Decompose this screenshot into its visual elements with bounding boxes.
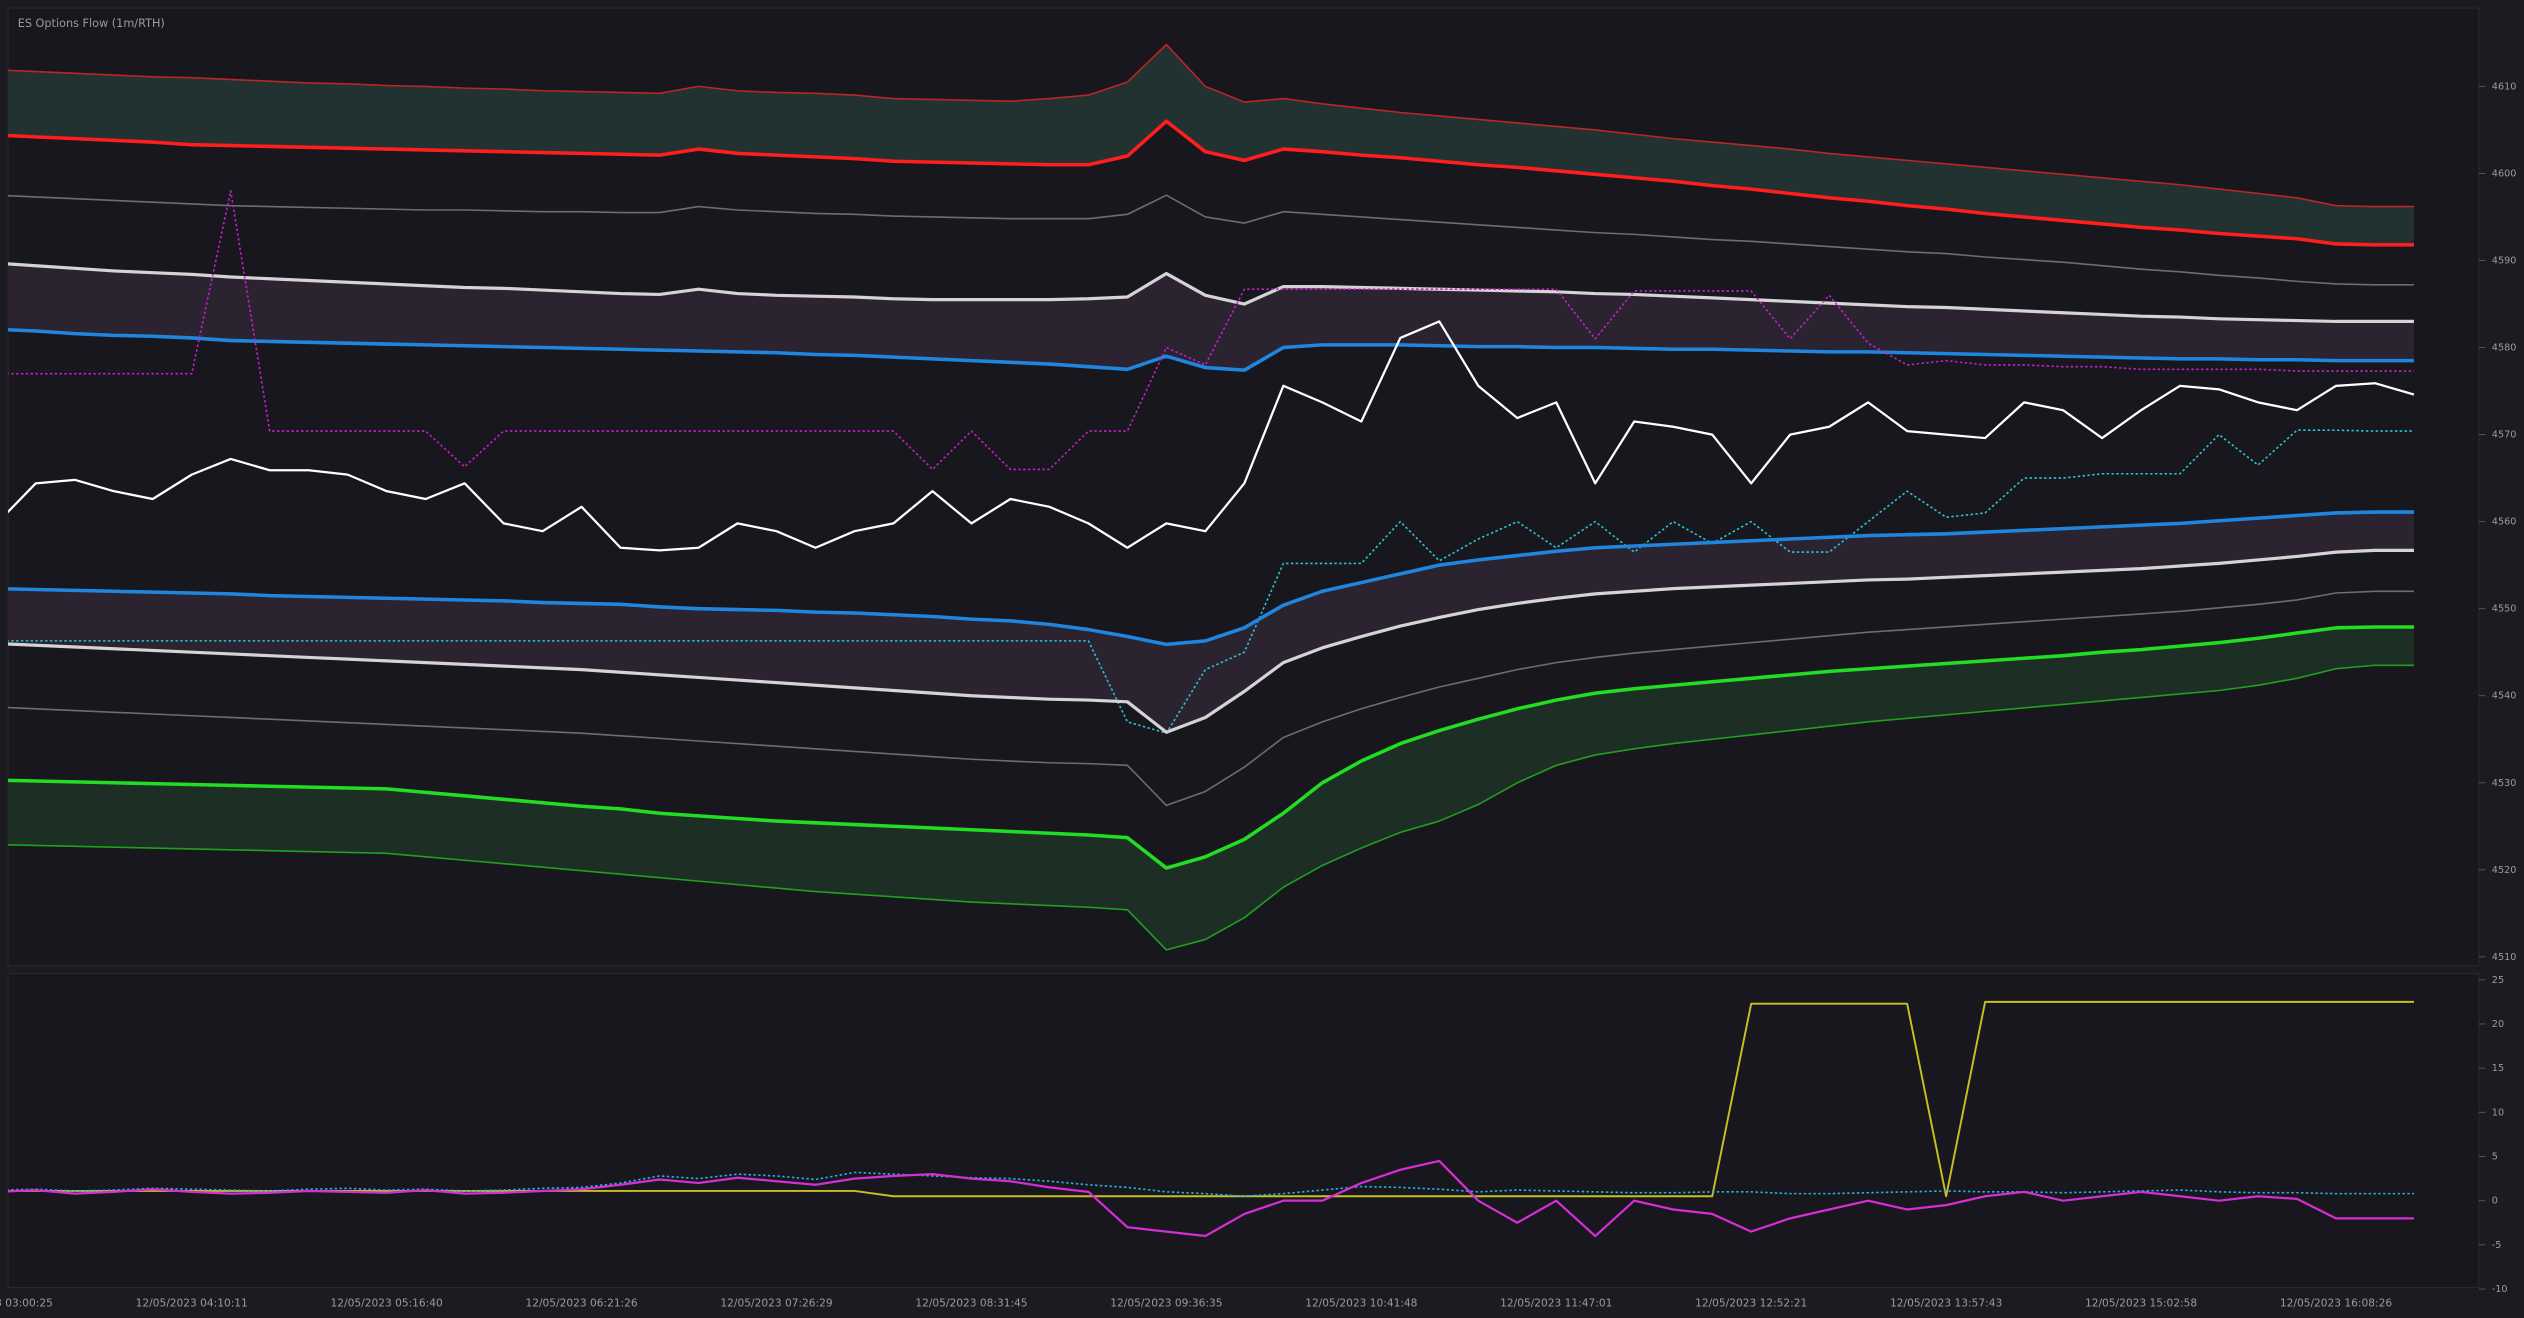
series-line (8, 1171, 2414, 1198)
series-line (8, 119, 2414, 247)
y-tick-label: 10 (2492, 1107, 2504, 1118)
band-fill (8, 512, 2414, 733)
indicator-pane (7, 973, 2480, 1288)
y-tick-label: 4610 (2492, 81, 2517, 92)
series-line (8, 194, 2414, 286)
series-line (8, 548, 2414, 734)
y-tick-label: 4560 (2492, 517, 2517, 528)
x-tick-label: 12/05/2023 08:31:45 (915, 1297, 1027, 1310)
y-tick-label: 4520 (2492, 865, 2517, 876)
series-line (8, 590, 2414, 807)
pane-group (8, 43, 2415, 951)
pane-group (8, 1000, 2414, 1238)
y-tick-label: 4570 (2492, 430, 2517, 441)
x-tick-label: 12/05/2023 09:36:35 (1110, 1297, 1222, 1310)
x-tick-label: 12/05/2023 06:21:26 (525, 1297, 637, 1310)
series-line (8, 1159, 2414, 1238)
y-tick-label: 4590 (2492, 255, 2517, 266)
y-tick-label: 4550 (2492, 604, 2517, 615)
y-tick-label: -10 (2492, 1284, 2508, 1295)
x-tick-label: 12/05/2023 13:57:43 (1890, 1297, 2002, 1310)
x-tick-label: 12/05/2023 11:47:01 (1500, 1297, 1612, 1310)
x-tick-label: 12/05/2023 15:02:58 (2085, 1297, 2197, 1310)
y-tick-label: 4510 (2492, 952, 2517, 963)
y-tick-label: 25 (2492, 975, 2504, 986)
y-tick-label: -5 (2492, 1240, 2502, 1251)
series-line (8, 320, 2415, 552)
x-tick-label: 12/05/2023 05:16:40 (331, 1297, 443, 1310)
y-tick-label: 4540 (2492, 691, 2517, 702)
x-tick-label: 12/05/2023 12:52:21 (1695, 1297, 1807, 1310)
series-line (8, 262, 2414, 324)
chart-title: ES Options Flow (1m/RTH) (18, 17, 165, 30)
y-tick-label: 4600 (2492, 168, 2517, 179)
x-tick-label: 12/05/2023 03:00:25 (0, 1297, 53, 1310)
band-fill (8, 263, 2414, 371)
series-line (8, 327, 2414, 372)
series-line (8, 190, 2414, 471)
x-tick-label: 12/05/2023 16:08:26 (2280, 1297, 2392, 1310)
x-tick-label: 12/05/2023 10:41:48 (1305, 1297, 1417, 1310)
y-tick-label: 4580 (2492, 343, 2517, 354)
series-line (8, 43, 2414, 208)
series-line (8, 510, 2414, 647)
x-tick-label: 12/05/2023 04:10:11 (136, 1297, 248, 1310)
y-tick-label: 15 (2492, 1063, 2504, 1074)
y-tick-label: 20 (2492, 1019, 2504, 1030)
y-tick-label: 4530 (2492, 778, 2517, 789)
y-tick-label: 5 (2492, 1152, 2498, 1163)
x-tick-label: 12/05/2023 07:26:29 (720, 1297, 832, 1310)
series-line (8, 429, 2414, 734)
y-tick-label: 0 (2492, 1196, 2498, 1207)
series-line (8, 625, 2414, 870)
series-line (8, 664, 2414, 951)
band-fill (8, 626, 2414, 950)
